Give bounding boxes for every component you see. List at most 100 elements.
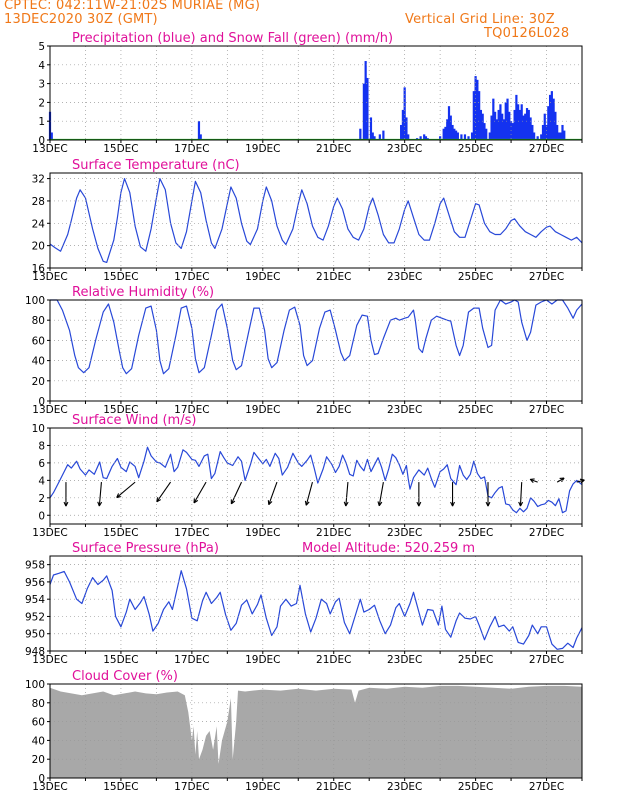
wind-x-tick-label: 19DEC: [245, 527, 280, 539]
precipitation-y-tick-label: 4: [38, 60, 45, 72]
humidity-x-tick-label: 13DEC: [32, 404, 67, 416]
precipitation-y-tick-label: 2: [38, 97, 45, 109]
cloud-cover-panel: 0 20 40 60 80 100 13DEC 15DEC 17DEC 19DEC 21DEC 23D…: [25, 669, 583, 793]
wind-arrow-11: [450, 482, 455, 507]
cloud-cover-x-tick-label: 19DEC: [245, 781, 280, 793]
precipitation-bar-4: [359, 128, 362, 140]
cloud-cover-x-tick-label: 23DEC: [387, 781, 422, 793]
precipitation-x-tick-label: 13DEC: [32, 143, 67, 155]
wind-arrow-head: [518, 501, 521, 507]
temperature-grid: [49, 173, 583, 269]
temperature-x-tick-label: 23DEC: [387, 271, 422, 283]
precipitation-bar-37: [472, 91, 475, 140]
humidity-y-tick-label: 20: [32, 376, 45, 388]
precipitation-frame: [49, 45, 583, 141]
wind-arrow-head: [418, 501, 422, 507]
pressure-x-tick-label: 17DEC: [174, 654, 209, 666]
pressure-series-line: [49, 570, 583, 650]
precipitation-bar-77: [548, 94, 552, 140]
precipitation-bar-10: [373, 136, 376, 140]
precipitation-bar-16: [405, 117, 408, 140]
precipitation-bar-73: [541, 124, 545, 140]
humidity-y-tick-label: 100: [25, 295, 45, 307]
precipitation-bar-83: [559, 132, 562, 140]
precipitation-y-tick-label: 3: [38, 79, 45, 91]
wind-arrow-head: [231, 500, 236, 505]
precipitation-x-tick-label: 19DEC: [245, 143, 280, 155]
temperature-x-tick-label: 17DEC: [174, 271, 209, 283]
precipitation-bar-79: [552, 98, 555, 140]
precipitation-bar-32: [456, 132, 459, 140]
cloud-cover-x-tick-label: 21DEC: [316, 781, 351, 793]
grid-note-header: Vertical Grid Line: 30Z: [405, 12, 555, 27]
wind-panel: 0 2 4 6 8 10 13DEC 15DEC 17DEC 19DEC 21DEC 23DEC 25D…: [32, 413, 585, 539]
pressure-x-tick-label: 25DEC: [458, 654, 493, 666]
pressure-y-tick-label: 958: [25, 560, 45, 572]
pressure-annotation: Model Altitude: 520.259 m: [302, 541, 475, 556]
wind-arrow-head: [378, 501, 383, 507]
wind-y-tick-label: 10: [32, 423, 45, 435]
pressure-y-tick-label: 948: [25, 646, 45, 658]
wind-arrow-head: [268, 501, 273, 506]
pressure-frame: [49, 555, 583, 652]
pressure-data: [49, 570, 583, 650]
precipitation-bar-38: [474, 76, 477, 140]
precipitation-panel: 0 1 2 3 4 5 13DEC 15DEC 17DEC 19DEC 21DEC 23DEC 25DE…: [32, 31, 583, 155]
wind-x-tick-label: 27DEC: [529, 527, 564, 539]
temperature-data: [49, 178, 583, 263]
wind-arrow-head: [116, 493, 120, 498]
precipitation-x-tick-label: 27DEC: [529, 143, 564, 155]
wind-arrow-5: [230, 481, 243, 505]
wind-arrow-head: [193, 499, 199, 504]
wind-arrow-head: [487, 501, 491, 507]
precipitation-bar-40: [478, 91, 481, 140]
precipitation-bar-6: [364, 61, 367, 140]
temperature-x-tick-label: 27DEC: [529, 271, 564, 283]
wind-arrow-head: [304, 500, 307, 506]
temperature-x-tick-label: 25DEC: [458, 271, 493, 283]
pressure-y-tick-label: 956: [25, 577, 45, 589]
cloud-cover-x-tick-label: 25DEC: [458, 781, 493, 793]
precipitation-bar-31: [454, 130, 458, 140]
precipitation-bar-84: [561, 124, 564, 140]
wind-arrow-shaft: [305, 481, 313, 506]
wind-arrow-head: [561, 477, 565, 483]
wind-arrow-head: [452, 501, 455, 507]
wind-arrow-13: [518, 482, 524, 507]
precipitation-bar-52: [501, 113, 504, 140]
temperature-x-tick-label: 21DEC: [316, 271, 351, 283]
precipitation-bar-44: [485, 128, 488, 140]
wind-arrow-head: [529, 478, 534, 483]
cloud-cover-y-tick-label: 100: [25, 679, 45, 691]
temperature-x-tick-label: 13DEC: [32, 271, 67, 283]
wind-arrow-head: [519, 501, 524, 507]
wind-frame: [49, 427, 583, 525]
precipitation-bar-26: [446, 119, 449, 140]
wind-x-tick-label: 21DEC: [316, 527, 351, 539]
wind-arrow-head: [156, 497, 159, 502]
precipitation-data: [48, 61, 582, 141]
precipitation-bar-64: [522, 115, 525, 140]
wind-arrow-shaft: [116, 481, 136, 498]
humidity-x-tick-label: 17DEC: [174, 404, 209, 416]
pressure-x-tick-label: 19DEC: [245, 654, 280, 666]
precipitation-bar-2: [197, 121, 201, 140]
cloud-cover-x-tick-label: 15DEC: [103, 781, 138, 793]
cloud-cover-y-tick-label: 20: [32, 754, 45, 766]
precipitation-bar-65: [524, 113, 527, 140]
wind-x-tick-label: 13DEC: [32, 527, 67, 539]
wind-series-line: [49, 446, 583, 514]
wind-arrow-head: [98, 501, 103, 507]
wind-arrow-15: [556, 477, 565, 483]
wind-arrow-3: [156, 481, 172, 503]
temperature-frame: [49, 172, 583, 269]
temperature-y-tick-label: 28: [32, 196, 45, 208]
precipitation-bar-71: [536, 136, 539, 140]
wind-arrow-7: [304, 481, 313, 506]
wind-arrow-shaft: [193, 481, 207, 504]
precipitation-bar-56: [508, 111, 511, 140]
precipitation-bar-20: [423, 134, 426, 140]
wind-arrow-2: [116, 481, 136, 499]
precipitation-bar-39: [476, 79, 479, 140]
